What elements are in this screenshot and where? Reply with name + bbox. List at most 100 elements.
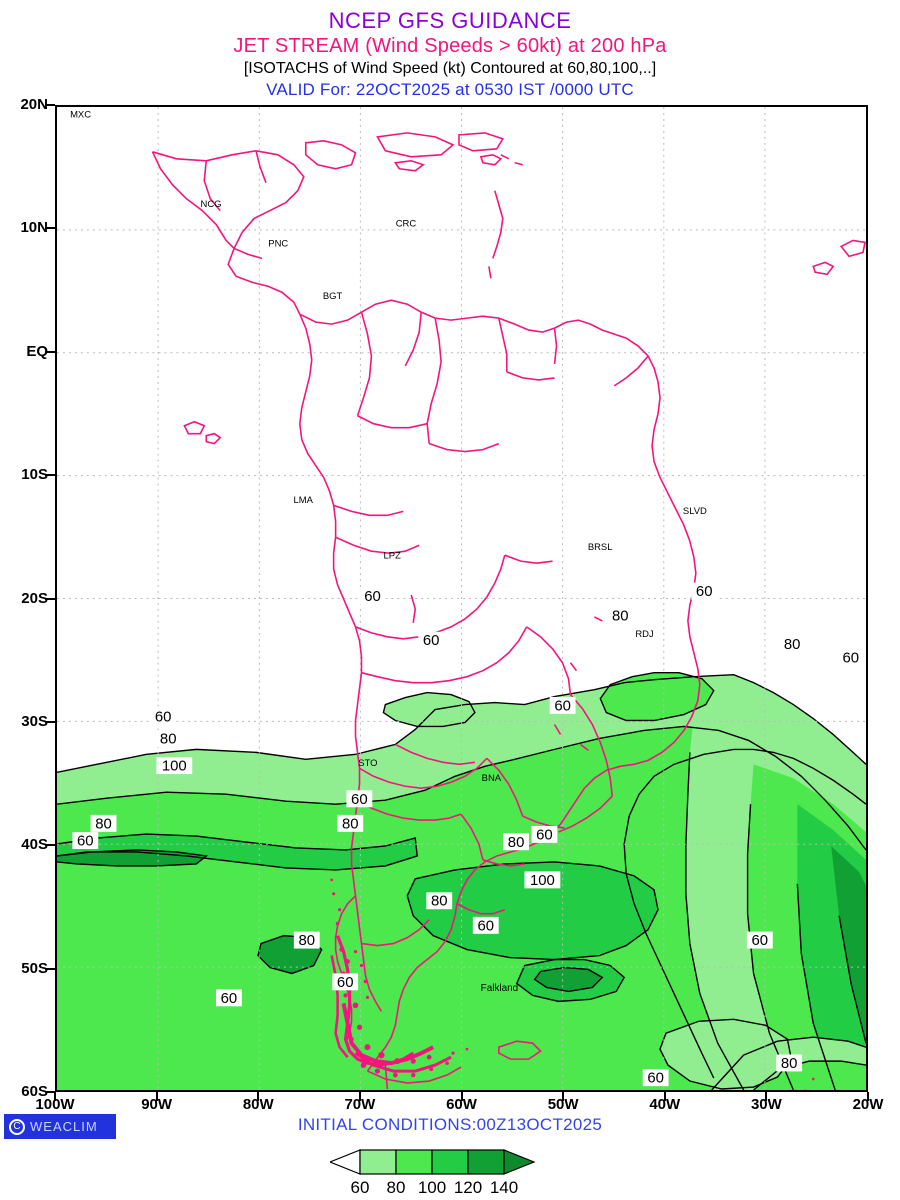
contour-label-bg [346, 790, 373, 808]
patagonia-detail [330, 878, 815, 1090]
chart-subtitle: [ISOTACHS of Wind Speed (kt) Contoured a… [243, 60, 657, 77]
contour-label-bg [90, 814, 117, 832]
city-label: LMA [294, 495, 314, 506]
contour-value-label: 60 [477, 917, 494, 934]
contour-value-label: 60 [554, 697, 571, 714]
colorbar-wrapper: 60 80 100 120 140 [330, 1148, 570, 1197]
contour-value-label: 60 [696, 583, 713, 600]
x-axis-tick-label: 80W [242, 1096, 274, 1113]
city-label: MXC [70, 109, 91, 120]
contour-value-label: 60 [337, 974, 354, 991]
y-axis-tick [45, 720, 55, 723]
x-axis-tick-label: 70W [344, 1096, 376, 1113]
city-label: BRSL [588, 542, 613, 553]
contour-value-label: 60 [843, 649, 860, 666]
contour-value-label: 60 [647, 1070, 664, 1087]
city-label: CRC [396, 219, 417, 230]
contour-value-label: 80 [431, 893, 448, 910]
y-axis-tick [45, 597, 55, 600]
colorbar-swatch [395, 1149, 433, 1175]
x-axis-tick-label: 30W [750, 1096, 782, 1113]
x-axis-tick [562, 1092, 565, 1101]
contour-value-label: 80 [784, 636, 801, 653]
contour-value-label: 100 [530, 872, 555, 889]
y-axis-tick-label: 60S [21, 1083, 48, 1100]
contour-value-label: 80 [342, 815, 359, 832]
colorbar-tick-label: 60 [350, 1178, 370, 1197]
contour-value-label: 80 [781, 1055, 798, 1072]
x-axis-tick [460, 1092, 463, 1101]
city-label: BNA [482, 773, 502, 784]
x-axis-tick [663, 1092, 666, 1101]
contour-label-bg [776, 1054, 803, 1072]
weaclim-logo-text: WEACLIM [30, 1119, 98, 1134]
coastline-layer [151, 132, 866, 1090]
y-axis-tick-label: 40S [21, 836, 48, 854]
colorbar-swatch [359, 1149, 397, 1175]
colorbar-tick-label: 100 [417, 1178, 447, 1197]
x-axis-tick [358, 1092, 361, 1101]
contour-label-bg [691, 582, 718, 600]
map-plot-area: MXC NCG PNC CRC BGT LMA LPZ BRSL SLVD RDJ STO BNA Fa… [55, 105, 868, 1092]
contour-label-bg [156, 757, 193, 775]
contour-label-bg [524, 871, 561, 889]
isotach-band-80-southeast [753, 1061, 866, 1090]
contour-value-label: 60 [423, 632, 440, 649]
city-label: STO [358, 758, 377, 769]
city-label: BGT [323, 291, 343, 302]
x-axis-tick [257, 1092, 260, 1101]
city-label: LPZ [384, 550, 402, 561]
city-label: NCG [201, 199, 222, 210]
y-axis-tick-label: 10N [20, 219, 48, 237]
y-axis-tick [45, 227, 55, 230]
contour-value-label: 80 [160, 731, 177, 748]
isotach-band-100-pacific [57, 834, 418, 870]
contour-label-bg [150, 707, 177, 725]
y-axis-tick [45, 1091, 55, 1093]
contour-label-bg [332, 973, 359, 991]
x-axis-tick [155, 1092, 158, 1101]
contour-value-label: 80 [612, 608, 629, 625]
x-axis-tick-label: 100W [35, 1096, 75, 1113]
colorbar-swatch-low [330, 1149, 361, 1175]
isotach-band-120-satlantic [831, 845, 866, 1044]
city-label: RDJ [635, 629, 654, 640]
contour-label-bg [472, 916, 499, 934]
contour-label-bg [418, 631, 445, 649]
y-axis-tick [45, 350, 55, 353]
colorbar: 60 80 100 120 140 [0, 1148, 900, 1200]
isotach-core-120-east [534, 967, 603, 992]
y-axis-tick-label: EQ [26, 342, 48, 360]
weaclim-logo[interactable]: C WEACLIM [4, 1114, 116, 1139]
y-axis-tick-label: 10S [21, 466, 48, 484]
isotach-band-100-argentina [407, 861, 659, 960]
contour-value-label: 80 [298, 932, 315, 949]
colorbar-tick-label: 120 [453, 1178, 483, 1197]
contour-label-bg [293, 931, 320, 949]
y-axis-tick-label: 50S [21, 959, 48, 977]
x-axis-tick [867, 1092, 869, 1101]
copyright-circle-icon: C [9, 1118, 25, 1135]
city-label: Falkland [481, 983, 519, 994]
colorbar-swatch [431, 1149, 469, 1175]
x-axis-tick-label: 90W [141, 1096, 173, 1113]
valid-time-label: VALID For: 22OCT2025 at 0530 IST /0000 U… [266, 80, 634, 99]
contour-value-label: 60 [221, 990, 238, 1007]
contour-label-bg [531, 825, 558, 843]
chart-header: NCEP GFS GUIDANCE JET STREAM (Wind Speed… [0, 0, 900, 105]
isotach-band-60-bolivia [383, 692, 475, 727]
city-label-layer: MXC NCG PNC CRC BGT LMA LPZ BRSL SLVD RDJ STO BNA Fa… [70, 109, 707, 994]
contour-value-label: 80 [95, 815, 112, 832]
isotach-band-60-falkland [660, 1019, 792, 1090]
contour-value-label: 60 [77, 833, 94, 850]
contour-label-bg [72, 832, 99, 850]
contour-label-bg [642, 1069, 669, 1087]
colorbar-swatch-high [503, 1149, 536, 1175]
x-axis-tick [54, 1092, 56, 1101]
contour-value-label: 60 [364, 588, 381, 605]
colorbar-tick-label: 140 [489, 1178, 519, 1197]
contour-value-label: 60 [536, 826, 553, 843]
contour-value-label: 60 [155, 708, 172, 725]
chart-title: JET STREAM (Wind Speeds > 60kt) at 200 h… [233, 35, 667, 57]
